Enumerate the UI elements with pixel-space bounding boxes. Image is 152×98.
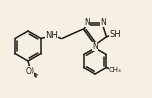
Text: N: N [100, 18, 106, 27]
Text: N: N [92, 42, 98, 51]
Text: CH₃: CH₃ [109, 67, 122, 73]
Text: O: O [28, 67, 34, 75]
Text: SH: SH [110, 30, 121, 39]
Text: NH: NH [45, 30, 58, 39]
Text: N: N [84, 18, 90, 27]
Text: O: O [26, 67, 32, 75]
